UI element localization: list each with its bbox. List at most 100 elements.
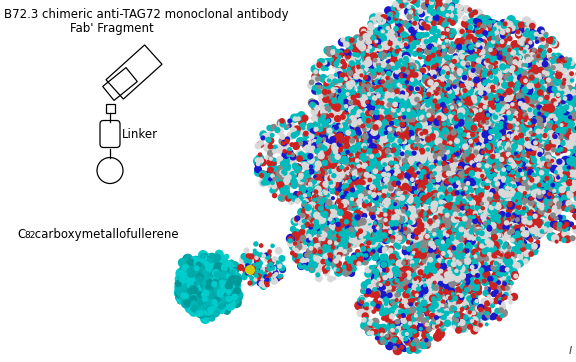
Circle shape [386, 214, 393, 222]
Circle shape [569, 160, 575, 167]
Circle shape [476, 152, 484, 160]
Circle shape [507, 153, 516, 162]
Circle shape [424, 189, 430, 195]
Circle shape [540, 107, 545, 113]
Circle shape [486, 99, 492, 106]
Circle shape [514, 220, 520, 226]
Circle shape [555, 168, 563, 177]
Circle shape [503, 136, 511, 145]
Circle shape [326, 266, 330, 270]
Circle shape [425, 79, 433, 87]
Circle shape [391, 98, 400, 107]
Circle shape [542, 41, 549, 47]
Circle shape [367, 122, 374, 129]
Circle shape [498, 163, 504, 169]
Circle shape [360, 37, 365, 42]
Circle shape [522, 146, 526, 151]
Circle shape [414, 262, 420, 269]
Circle shape [355, 67, 362, 74]
Circle shape [475, 67, 483, 75]
Circle shape [399, 109, 407, 117]
Circle shape [421, 338, 429, 346]
Circle shape [362, 166, 367, 171]
Circle shape [472, 35, 477, 39]
Circle shape [362, 131, 366, 135]
Circle shape [547, 90, 556, 99]
Circle shape [406, 287, 411, 292]
Circle shape [182, 265, 194, 277]
Circle shape [521, 92, 530, 101]
Circle shape [428, 259, 433, 265]
Circle shape [506, 15, 516, 25]
Circle shape [480, 24, 487, 30]
Circle shape [391, 152, 399, 160]
Circle shape [399, 42, 407, 49]
Circle shape [384, 291, 392, 299]
Circle shape [362, 126, 367, 130]
Circle shape [448, 260, 456, 268]
Circle shape [432, 98, 438, 104]
Circle shape [325, 228, 332, 236]
Circle shape [456, 130, 465, 140]
Circle shape [529, 70, 537, 77]
Circle shape [230, 290, 239, 298]
Circle shape [500, 60, 509, 69]
Circle shape [499, 22, 509, 31]
Circle shape [417, 296, 426, 305]
Circle shape [506, 110, 511, 115]
Circle shape [516, 218, 525, 228]
Circle shape [433, 332, 442, 342]
Circle shape [411, 60, 420, 70]
Circle shape [479, 266, 487, 274]
Circle shape [474, 318, 484, 328]
Circle shape [459, 54, 465, 60]
Circle shape [380, 91, 385, 96]
Circle shape [255, 157, 260, 163]
Circle shape [450, 130, 458, 138]
Circle shape [425, 114, 431, 120]
Circle shape [420, 248, 426, 253]
Circle shape [454, 111, 460, 116]
Circle shape [566, 118, 573, 125]
Circle shape [535, 228, 542, 235]
Circle shape [337, 218, 347, 228]
Circle shape [535, 95, 542, 102]
Circle shape [409, 245, 414, 250]
Circle shape [460, 68, 468, 76]
Circle shape [317, 196, 324, 202]
Circle shape [361, 257, 369, 265]
Circle shape [444, 54, 450, 61]
Circle shape [343, 261, 351, 269]
Circle shape [495, 251, 500, 255]
Circle shape [382, 177, 392, 186]
Circle shape [360, 149, 365, 153]
Circle shape [392, 138, 400, 146]
Circle shape [332, 157, 340, 165]
Circle shape [450, 95, 456, 100]
Circle shape [456, 247, 465, 256]
Circle shape [449, 116, 457, 123]
Circle shape [435, 165, 442, 172]
Circle shape [525, 203, 533, 210]
Circle shape [447, 218, 453, 224]
Circle shape [380, 55, 385, 61]
Circle shape [427, 285, 432, 290]
Circle shape [509, 50, 515, 57]
Circle shape [416, 268, 424, 276]
Circle shape [473, 111, 482, 121]
Circle shape [412, 89, 420, 97]
Circle shape [484, 84, 490, 89]
Circle shape [525, 161, 532, 167]
Circle shape [563, 135, 567, 139]
Circle shape [458, 220, 463, 225]
Circle shape [325, 77, 330, 83]
Circle shape [512, 253, 518, 258]
Circle shape [331, 92, 336, 98]
Circle shape [471, 183, 477, 188]
Circle shape [442, 148, 450, 155]
Circle shape [404, 303, 410, 308]
Circle shape [354, 209, 362, 218]
Circle shape [467, 92, 472, 98]
Circle shape [530, 212, 537, 218]
Circle shape [431, 228, 436, 233]
